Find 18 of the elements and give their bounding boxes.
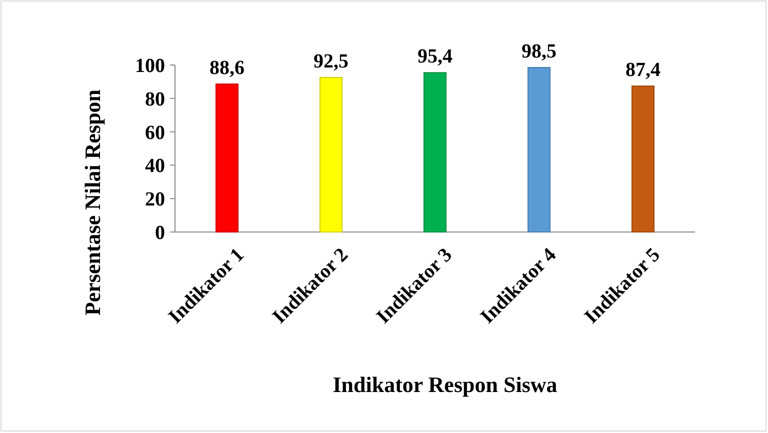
bar (528, 67, 550, 232)
y-tick-label: 80 (145, 88, 165, 110)
y-tick-label: 20 (145, 188, 165, 211)
x-axis-title: Indikator Respon Siswa (332, 372, 558, 397)
y-axis-title: Persentase Nilai Respon (80, 89, 105, 316)
data-label: 87,4 (626, 59, 660, 82)
bar (632, 86, 654, 232)
y-tick-label: 60 (145, 122, 165, 144)
y-tick-label: 40 (145, 155, 165, 178)
bar (320, 77, 342, 232)
bar (216, 84, 238, 232)
y-tick-label: 100 (135, 55, 165, 77)
y-tick-label: 0 (155, 222, 165, 244)
data-label: 88,6 (210, 57, 244, 80)
data-label: 95,4 (418, 46, 452, 68)
bar (424, 72, 446, 232)
data-label: 98,5 (522, 40, 556, 63)
data-label: 92,5 (314, 50, 348, 73)
